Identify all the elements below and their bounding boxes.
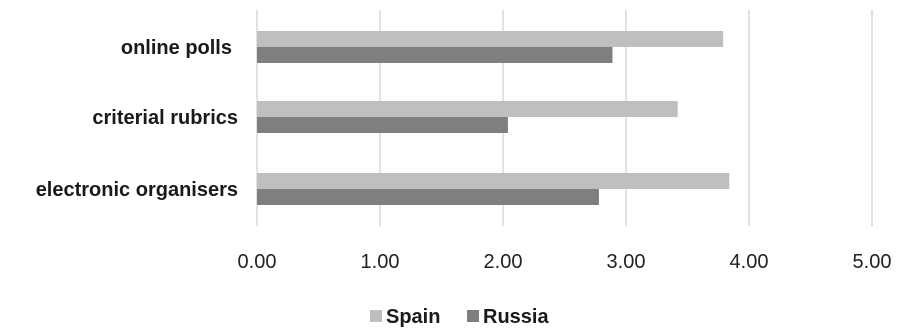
- bar-russia-criterial-rubrics: [257, 117, 508, 133]
- x-tick-label: 3.00: [607, 251, 646, 273]
- category-label: electronic organisers: [36, 179, 238, 201]
- bars: [257, 31, 730, 205]
- legend-label-russia: Russia: [483, 306, 549, 328]
- bar-russia-electronic-organisers: [257, 189, 599, 205]
- x-tick-label: 0.00: [238, 251, 277, 273]
- bar-spain-electronic-organisers: [257, 173, 730, 189]
- category-label: online polls: [121, 37, 232, 59]
- x-tick-label: 2.00: [484, 251, 523, 273]
- x-tick-label: 4.00: [730, 251, 769, 273]
- legend-swatch-russia: [467, 310, 479, 322]
- legend-label-spain: Spain: [386, 306, 440, 328]
- x-tick-label: 5.00: [853, 251, 892, 273]
- category-label: criterial rubrics: [92, 107, 238, 129]
- legend-swatch-spain: [370, 310, 382, 322]
- x-tick-label: 1.00: [361, 251, 400, 273]
- bar-russia-online-polls: [257, 47, 613, 63]
- bar-spain-criterial-rubrics: [257, 101, 678, 117]
- category-labels: online polls criterial rubrics electronic …: [36, 37, 238, 201]
- legend: Spain Russia: [370, 306, 549, 328]
- x-tick-labels: 0.00 1.00 2.00 3.00 4.00 5.00: [238, 251, 892, 273]
- bar-spain-online-polls: [257, 31, 724, 47]
